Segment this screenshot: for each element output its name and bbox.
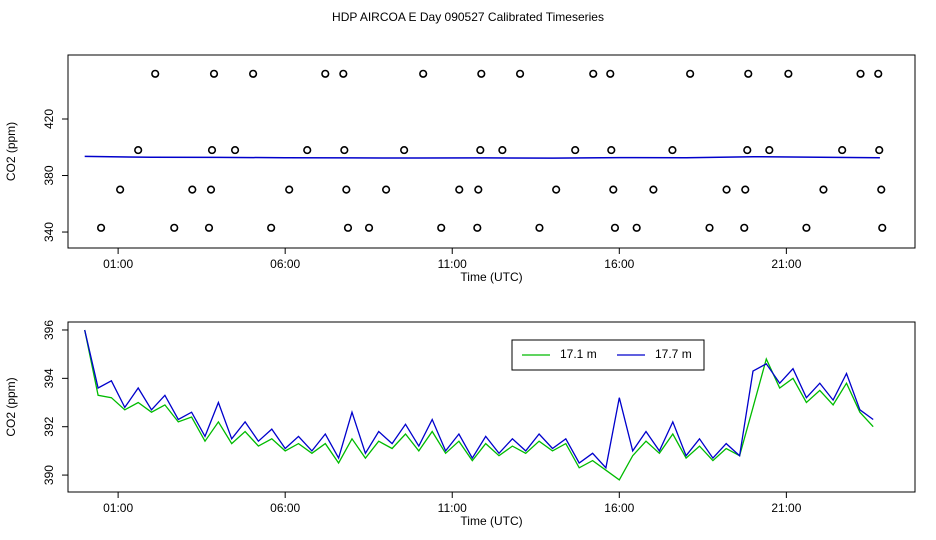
x-tick-label: 16:00 xyxy=(604,257,634,271)
point xyxy=(473,223,482,232)
point xyxy=(784,69,793,78)
x-axis-label: Time (UTC) xyxy=(460,270,522,284)
point xyxy=(204,223,214,232)
point xyxy=(476,145,485,155)
point xyxy=(207,145,217,155)
y-tick-label: 392 xyxy=(42,416,56,436)
x-tick-label: 01:00 xyxy=(103,501,133,515)
point xyxy=(340,145,349,155)
point xyxy=(705,223,714,232)
point xyxy=(802,223,811,232)
point xyxy=(134,145,143,155)
x-tick-label: 06:00 xyxy=(270,501,300,515)
y-tick-label: 420 xyxy=(42,109,56,129)
y-tick-label: 340 xyxy=(42,222,56,242)
point xyxy=(668,145,677,155)
legend-label: 17.7 m xyxy=(655,347,692,361)
plot-box xyxy=(67,54,916,249)
point xyxy=(875,145,884,155)
point xyxy=(610,223,620,232)
point xyxy=(838,145,847,155)
point xyxy=(400,145,409,155)
point xyxy=(856,69,865,78)
point xyxy=(741,185,750,194)
point xyxy=(515,69,525,78)
point xyxy=(249,69,258,78)
point xyxy=(552,185,561,194)
point xyxy=(589,69,598,78)
series-line xyxy=(84,329,874,481)
point xyxy=(339,69,348,78)
point xyxy=(740,223,749,232)
point xyxy=(381,185,391,194)
point xyxy=(285,185,294,194)
point xyxy=(209,69,219,78)
legend: 17.1 m 17.7 m xyxy=(511,339,705,371)
point xyxy=(206,185,216,194)
point xyxy=(303,145,312,155)
y-tick-label: 380 xyxy=(42,165,56,185)
x-tick-label: 21:00 xyxy=(771,257,801,271)
x-tick-label: 21:00 xyxy=(771,501,801,515)
point xyxy=(188,185,197,194)
point xyxy=(116,185,125,194)
chart-title: HDP AIRCOA E Day 090527 Calibrated Times… xyxy=(332,10,604,24)
point xyxy=(364,223,374,232)
legend-label: 17.1 m xyxy=(560,347,597,361)
point xyxy=(230,145,240,155)
y-axis-label: CO2 (ppm) xyxy=(4,377,18,436)
point xyxy=(170,223,179,232)
x-tick-label: 06:00 xyxy=(270,257,300,271)
plot-box xyxy=(67,321,916,493)
point xyxy=(874,69,883,78)
point xyxy=(649,185,658,194)
point xyxy=(96,223,106,232)
point xyxy=(632,223,641,232)
point xyxy=(722,185,731,194)
point xyxy=(342,185,351,194)
point xyxy=(267,223,276,232)
point xyxy=(343,223,353,232)
point xyxy=(878,223,887,232)
point xyxy=(606,69,615,78)
point xyxy=(571,145,580,155)
point xyxy=(321,69,330,78)
point xyxy=(607,145,616,155)
y-tick-label: 394 xyxy=(42,368,56,388)
point xyxy=(765,145,774,155)
y-axis-label: CO2 (ppm) xyxy=(4,122,18,181)
x-tick-label: 16:00 xyxy=(604,501,634,515)
series-line xyxy=(84,329,874,470)
point xyxy=(686,69,695,78)
x-tick-label: 01:00 xyxy=(103,257,133,271)
point xyxy=(151,69,160,78)
point xyxy=(877,185,886,194)
series-line xyxy=(84,155,880,159)
point xyxy=(744,69,753,78)
point xyxy=(474,185,483,194)
point xyxy=(455,185,464,194)
point xyxy=(437,223,446,232)
point xyxy=(419,69,428,78)
point xyxy=(535,223,544,232)
x-tick-label: 11:00 xyxy=(438,501,467,515)
point xyxy=(498,145,507,155)
point xyxy=(819,185,828,194)
point xyxy=(743,145,752,155)
y-tick-label: 396 xyxy=(42,320,56,340)
point xyxy=(609,185,618,194)
y-tick-label: 390 xyxy=(42,465,56,485)
x-axis-label: Time (UTC) xyxy=(460,514,522,528)
x-tick-label: 11:00 xyxy=(438,257,467,271)
legend-box xyxy=(511,339,705,371)
point xyxy=(477,69,486,78)
